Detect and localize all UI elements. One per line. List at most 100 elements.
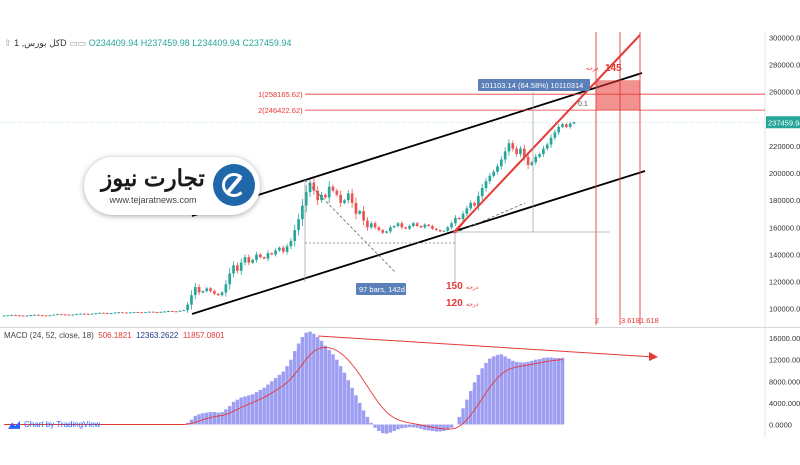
candle-body <box>98 312 101 314</box>
macd-histogram-bar <box>239 397 243 425</box>
macd-histogram-bar <box>415 424 419 428</box>
macd-histogram-bar <box>247 395 251 425</box>
candle-body <box>29 315 33 317</box>
annotations: 1(258165.62) 2(246422.62) 2 3.618 1.618 0.1 10… <box>0 32 765 325</box>
macd-histogram-bar <box>446 424 450 430</box>
tradingview-credit[interactable]: Chart by TradingView <box>8 420 100 429</box>
candle-body <box>557 126 561 133</box>
candle-body <box>553 132 557 138</box>
candle-body <box>132 311 136 313</box>
candle-body <box>381 230 385 233</box>
candle-body <box>6 315 10 317</box>
macd-histogram-bar <box>323 345 328 425</box>
candle-body <box>488 175 492 182</box>
logo-name: تجارت نیوز <box>101 165 205 191</box>
candle-body <box>511 143 515 149</box>
candle-body <box>389 227 392 232</box>
candle-body <box>125 312 128 314</box>
macd-label[interactable]: MACD (24, 52, close, 18) <box>4 331 94 340</box>
candle-body <box>538 154 541 157</box>
candle-body <box>56 314 59 316</box>
macd-histogram-bar <box>327 349 331 425</box>
candle-body <box>178 310 182 312</box>
candle-body <box>400 223 404 228</box>
candle-body <box>454 217 457 224</box>
candle-body <box>243 257 247 263</box>
candle-body <box>220 292 224 296</box>
candle-body <box>274 250 277 255</box>
candle-body <box>312 182 316 191</box>
candle-body <box>213 291 216 294</box>
candle-body <box>159 311 163 313</box>
projection-dashed-line <box>454 202 526 234</box>
macd-histogram-bar <box>403 424 408 428</box>
macd-histogram-bar <box>545 357 549 425</box>
angle-number: 150 <box>446 281 463 292</box>
macd-histogram-bar <box>258 389 263 425</box>
eye-icon[interactable]: ▭▭ <box>69 38 87 48</box>
candle-body <box>37 314 40 316</box>
candle-body <box>266 253 270 259</box>
ohlc-values: O234409.94 H237459.98 L234409.94 C237459… <box>88 38 292 48</box>
macd-histogram-bar <box>537 359 542 425</box>
macd-histogram-bar <box>484 362 488 425</box>
candle-body <box>247 257 251 263</box>
credit-text: Chart by TradingView <box>24 420 101 429</box>
candle-body <box>270 253 274 255</box>
macd-histogram-bar <box>231 401 236 425</box>
macd-histogram-bar <box>480 368 484 425</box>
macd-histogram-bar <box>220 412 224 425</box>
candle-body <box>228 273 232 285</box>
macd-histogram-bar <box>289 359 293 425</box>
macd-histogram-bar <box>457 416 461 425</box>
candle-body <box>21 315 25 317</box>
price-tick-label: 100000.00 <box>769 305 800 314</box>
candle-body <box>442 230 446 232</box>
upper-channel-line <box>191 72 643 217</box>
candle-body <box>480 187 484 197</box>
macd-histogram-bar <box>281 371 285 425</box>
candle-body <box>373 223 377 228</box>
macd-histogram-bar <box>495 354 500 425</box>
candle-body <box>262 257 266 259</box>
candle-body <box>251 259 254 263</box>
bars-label: 97 bars, 142d <box>359 285 405 294</box>
candle-body <box>109 313 113 315</box>
macd-histogram-bar <box>384 424 389 434</box>
red-trend-ray <box>452 34 641 234</box>
price-tick-label: 300000.00 <box>769 33 800 42</box>
macd-histogram-bar <box>381 424 385 434</box>
macd-histogram-bar <box>346 380 351 425</box>
candle-body <box>60 314 63 316</box>
macd-histogram-bar <box>426 424 431 431</box>
angle-number: 120 <box>446 298 463 309</box>
candle-body <box>170 311 174 313</box>
macd-histogram-bar <box>338 366 343 425</box>
candle-body <box>128 312 132 314</box>
candle-body <box>346 193 350 201</box>
candle-body <box>366 220 369 228</box>
price-axes: 100000.00 120000.00 140000.00 160000.00 1800… <box>766 33 800 430</box>
price-tick-label: 120000.00 <box>769 278 800 287</box>
candle-body <box>320 194 323 201</box>
macd-histogram-bar <box>430 424 435 431</box>
last-price-box <box>766 116 800 129</box>
collapse-icon[interactable]: ⇧ <box>4 38 12 48</box>
candle-body <box>358 211 362 214</box>
candle-body <box>102 312 105 314</box>
macd-histogram-bar <box>400 424 404 429</box>
candle-body <box>572 122 576 124</box>
macd-tick-label: 16000.0000 <box>769 334 800 343</box>
candle-body <box>79 313 82 315</box>
macd-tick-label: 12000.0000 <box>769 356 800 365</box>
macd-histogram-bar <box>465 399 469 425</box>
candle-body <box>144 312 147 314</box>
fib-time-label: 2 <box>595 316 599 325</box>
candle-body <box>308 182 312 193</box>
macd-histogram-bar <box>438 424 442 432</box>
symbol-label[interactable]: کل بورس, 1D <box>14 38 67 48</box>
candle-body <box>289 240 293 247</box>
macd-histogram-bar <box>449 424 454 428</box>
macd-histogram-bar <box>224 409 228 425</box>
candle-body <box>121 312 124 314</box>
